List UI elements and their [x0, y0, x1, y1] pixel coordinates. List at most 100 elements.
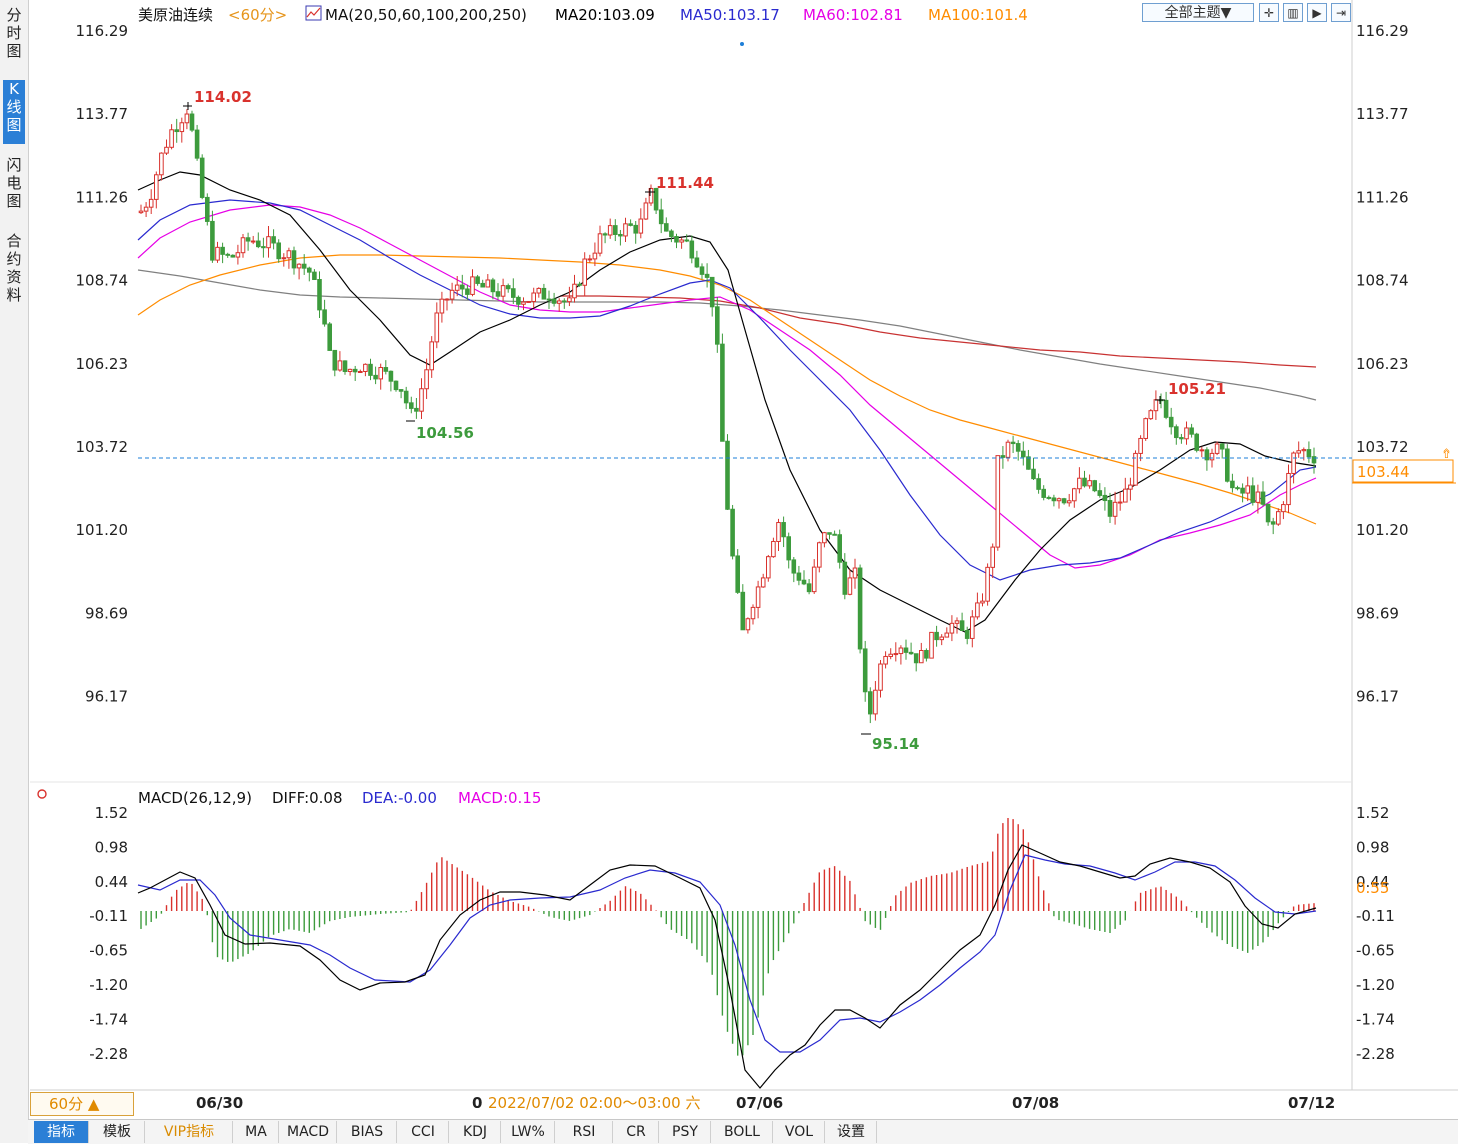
instrument-name: 美原油连续 — [138, 6, 213, 24]
candle-body — [332, 349, 338, 371]
crosshair-icon[interactable]: ✛ — [1259, 3, 1279, 22]
current-price-value: 103.44 — [1357, 463, 1410, 481]
candle-body — [301, 263, 307, 269]
candle-body — [873, 689, 878, 715]
macd-y-tick-right: -0.11 — [1356, 907, 1395, 925]
macd-dea: DEA:-0.00 — [362, 789, 437, 807]
ma-chart-icon — [306, 7, 321, 18]
candle-body — [1128, 484, 1133, 490]
tab-cr[interactable]: CR — [614, 1121, 659, 1143]
candle-body — [230, 254, 236, 258]
candle-body — [602, 233, 608, 236]
candle-body — [1240, 487, 1245, 494]
candle-body — [373, 374, 378, 380]
tab-flash[interactable]: 闪电图 — [6, 156, 22, 210]
candle-body — [577, 283, 582, 286]
candle-body — [1087, 480, 1092, 487]
candle-body — [934, 631, 939, 641]
price-alert-icon[interactable]: ⇮ — [1441, 447, 1452, 462]
tab-macd[interactable]: MACD — [280, 1121, 337, 1143]
candle-body — [363, 363, 368, 373]
candle-body — [1260, 491, 1266, 505]
tab-psy[interactable]: PSY — [660, 1121, 711, 1143]
tab-settings[interactable]: 设置 — [826, 1121, 877, 1143]
annotation-low-1: 104.56 — [406, 420, 474, 442]
candle-body — [154, 174, 159, 200]
candle-body — [694, 257, 700, 268]
theme-select[interactable]: 全部主题▼ — [1142, 3, 1254, 22]
candle-body — [1199, 449, 1205, 452]
candle-body — [862, 648, 868, 693]
tab-kdj[interactable]: KDJ — [450, 1121, 501, 1143]
candle-body — [725, 440, 730, 510]
candle-body — [490, 279, 496, 293]
tab-bias[interactable]: BIAS — [338, 1121, 397, 1143]
candle-body — [1270, 521, 1276, 525]
candle-body — [1046, 496, 1052, 499]
indicator-settings-icon[interactable] — [37, 789, 47, 799]
candle-body — [317, 279, 322, 311]
candle-body — [1189, 427, 1194, 435]
candle-body — [1281, 504, 1286, 513]
tab-template[interactable]: 模板 — [90, 1121, 145, 1143]
macd-y-tick-left: 0.98 — [95, 838, 128, 856]
tab-ma[interactable]: MA — [234, 1121, 279, 1143]
candle-body — [704, 273, 710, 278]
main-y-tick-right: 101.20 — [1356, 521, 1409, 539]
tab-rsi[interactable]: RSI — [556, 1121, 613, 1143]
ma60-value: MA60:102.81 — [803, 6, 903, 24]
candle-body — [322, 309, 327, 325]
candle-body — [985, 566, 990, 602]
candle-body — [1168, 416, 1174, 428]
candle-body — [944, 632, 950, 638]
candle-body — [980, 600, 985, 604]
play-icon[interactable]: ▶ — [1307, 3, 1327, 22]
candle-body — [791, 559, 797, 574]
candle-body — [1123, 488, 1128, 503]
candle-body — [709, 276, 715, 308]
candle-body — [199, 157, 205, 198]
period-select[interactable]: 60分 ▲ — [30, 1092, 134, 1116]
main-y-tick-left: 111.26 — [76, 188, 129, 206]
main-y-tick-right: 106.23 — [1356, 355, 1409, 373]
candle-body — [511, 288, 516, 298]
main-y-tick-right: 108.74 — [1356, 272, 1409, 290]
candle-body — [1082, 477, 1087, 487]
ma60-line — [137, 204, 1317, 569]
indicator-tab-bar: 指标 模板 VIP指标 MA MACD BIAS CCI KDJ LW% RSI… — [28, 1119, 1458, 1144]
end-icon[interactable]: ⇥ — [1331, 3, 1351, 22]
zoom-in-icon[interactable]: ▥ — [1283, 3, 1303, 22]
candle-body — [1112, 501, 1118, 517]
candle-body — [750, 606, 756, 620]
tab-lw[interactable]: LW% — [502, 1121, 555, 1143]
tab-boll[interactable]: BOLL — [712, 1121, 773, 1143]
tab-indicator[interactable]: 指标 — [34, 1121, 89, 1143]
candle-body — [296, 263, 302, 269]
ma100-line — [137, 254, 1317, 525]
candle-body — [358, 371, 363, 374]
tab-kline[interactable]: K线图 — [3, 80, 25, 144]
candle-body — [541, 287, 547, 300]
tab-contract-info[interactable]: 合约资料 — [6, 232, 22, 304]
tab-vip-indicator[interactable]: VIP指标 — [146, 1121, 233, 1143]
candle-body — [526, 300, 531, 303]
candle-body — [648, 187, 654, 204]
tab-vol[interactable]: VOL — [774, 1121, 825, 1143]
tab-timeshare[interactable]: 分时图 — [6, 6, 22, 60]
candle-body — [868, 691, 873, 715]
tab-cci[interactable]: CCI — [398, 1121, 449, 1143]
candle-body — [735, 555, 741, 593]
candle-body — [827, 532, 832, 535]
candle-body — [1133, 452, 1138, 486]
candle-body — [1174, 426, 1179, 439]
candle-body — [970, 616, 975, 639]
candle-body — [424, 369, 429, 390]
macd-y-tick-right: -2.28 — [1356, 1045, 1395, 1063]
candle-body — [164, 146, 169, 154]
candle-body — [822, 532, 827, 544]
ma20-value: MA20:103.09 — [555, 6, 655, 24]
candle-body — [276, 242, 281, 260]
candle-body — [383, 367, 389, 372]
candle-body — [1015, 443, 1021, 452]
